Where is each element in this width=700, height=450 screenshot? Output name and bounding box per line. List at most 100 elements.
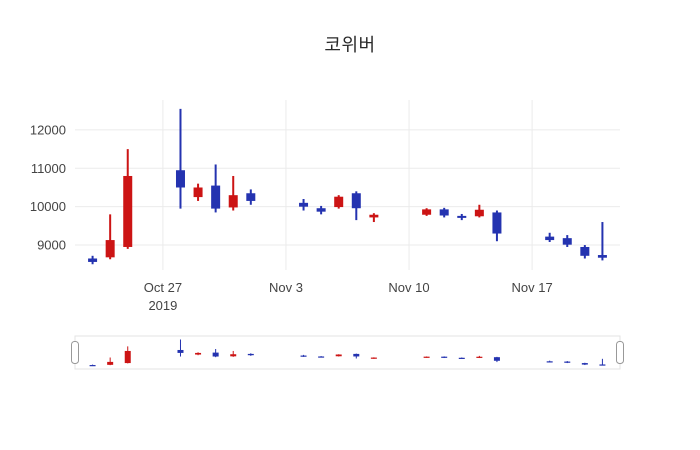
- mini-candle-body: [546, 361, 553, 363]
- mini-candle-body: [212, 352, 219, 357]
- candle: [88, 255, 98, 265]
- mini-candle-body: [230, 354, 237, 357]
- mini-candle-body: [458, 357, 465, 359]
- candle-body: [334, 196, 344, 208]
- candle: [228, 175, 238, 211]
- mini-candle-body: [107, 361, 114, 365]
- mini-candle-body: [370, 357, 377, 359]
- mini-candle-body: [318, 356, 325, 358]
- mini-candle-body: [353, 353, 360, 357]
- candle: [457, 213, 467, 221]
- y-tick-label: 12000: [30, 122, 66, 137]
- x-tick-label: Nov 10: [388, 280, 429, 295]
- mini-candle-body: [177, 349, 184, 353]
- mini-candle: [370, 357, 377, 359]
- mini-candle-body: [564, 361, 571, 363]
- mini-candle: [353, 353, 360, 359]
- mini-candle: [212, 348, 219, 358]
- mini-candle: [195, 352, 202, 356]
- candle: [369, 213, 379, 223]
- mini-candle: [247, 353, 254, 356]
- mini-candle-body: [581, 363, 588, 365]
- candle: [562, 235, 572, 247]
- candle-body: [457, 215, 467, 218]
- range-slider-handle-left[interactable]: [71, 341, 79, 364]
- mini-candle: [546, 360, 553, 363]
- candle-body: [193, 187, 203, 198]
- candle: [334, 195, 344, 209]
- candle: [193, 183, 203, 201]
- chart-title: 코위버: [324, 35, 376, 55]
- candle-body: [545, 236, 555, 241]
- x-tick-label: Nov 3: [269, 280, 303, 295]
- mini-candle: [230, 350, 237, 357]
- mini-candle: [124, 346, 131, 364]
- range-slider-handle-right[interactable]: [616, 341, 624, 364]
- candle: [597, 222, 607, 261]
- x-tick-label: Nov 17: [511, 280, 552, 295]
- candle-body: [474, 209, 484, 217]
- mini-candle: [423, 356, 430, 358]
- candle: [123, 149, 133, 249]
- mini-candle-body: [124, 350, 131, 364]
- mini-candle: [441, 356, 448, 359]
- mini-candle-body: [599, 364, 606, 366]
- candle: [316, 205, 326, 215]
- x-tick-label: 2019: [148, 298, 177, 313]
- candle-body: [597, 255, 607, 258]
- range-slider[interactable]: [71, 335, 624, 370]
- candle: [246, 189, 256, 205]
- candle-body: [422, 209, 432, 215]
- mini-candle-body: [476, 356, 483, 358]
- candle-body: [246, 193, 256, 201]
- candle: [299, 199, 309, 211]
- mini-candle-body: [89, 365, 96, 367]
- plot-area[interactable]: [75, 100, 620, 270]
- candle-body: [580, 246, 590, 256]
- mini-candle: [564, 361, 571, 364]
- mini-candle-body: [441, 356, 448, 358]
- x-tick-label: Oct 27: [144, 280, 182, 295]
- mini-candle-body: [195, 352, 202, 355]
- candle: [105, 214, 115, 260]
- gridlines: [75, 100, 620, 270]
- candle-body: [369, 214, 379, 218]
- mini-candle: [581, 362, 588, 366]
- mini-candle-body: [300, 355, 307, 357]
- candle-body: [351, 193, 361, 209]
- mini-candle-body: [335, 354, 342, 357]
- mini-candle-body: [247, 353, 254, 356]
- mini-candle: [300, 354, 307, 357]
- candles-main: [75, 100, 620, 270]
- y-tick-label: 9000: [37, 238, 66, 253]
- mini-candle: [599, 358, 606, 366]
- candle-body: [175, 170, 185, 188]
- mini-candle: [177, 339, 184, 357]
- candle: [492, 210, 502, 242]
- axis-labels: 9000 10000 11000 12000 Oct 27 2019 Nov 3 Nov 10…: [30, 122, 553, 313]
- candle: [175, 108, 185, 209]
- candle-body: [88, 258, 98, 262]
- mini-candle: [107, 357, 114, 366]
- range-slider-track[interactable]: [74, 335, 621, 370]
- mini-candle-body: [423, 356, 430, 358]
- mini-candle: [89, 364, 96, 367]
- mini-candle: [318, 356, 325, 358]
- candle: [351, 191, 361, 221]
- mini-candle: [458, 357, 465, 359]
- candle-body: [211, 185, 221, 209]
- candle-body: [439, 209, 449, 216]
- mini-candle-body: [493, 357, 500, 361]
- candle: [422, 208, 432, 216]
- y-tick-label: 10000: [30, 199, 66, 214]
- mini-candle: [476, 355, 483, 359]
- candle-body: [123, 175, 133, 247]
- candle-body: [228, 195, 238, 208]
- candle: [580, 245, 590, 259]
- candle: [474, 204, 484, 218]
- candle-body: [105, 240, 115, 258]
- mini-candle: [335, 354, 342, 357]
- candle-body: [299, 202, 309, 207]
